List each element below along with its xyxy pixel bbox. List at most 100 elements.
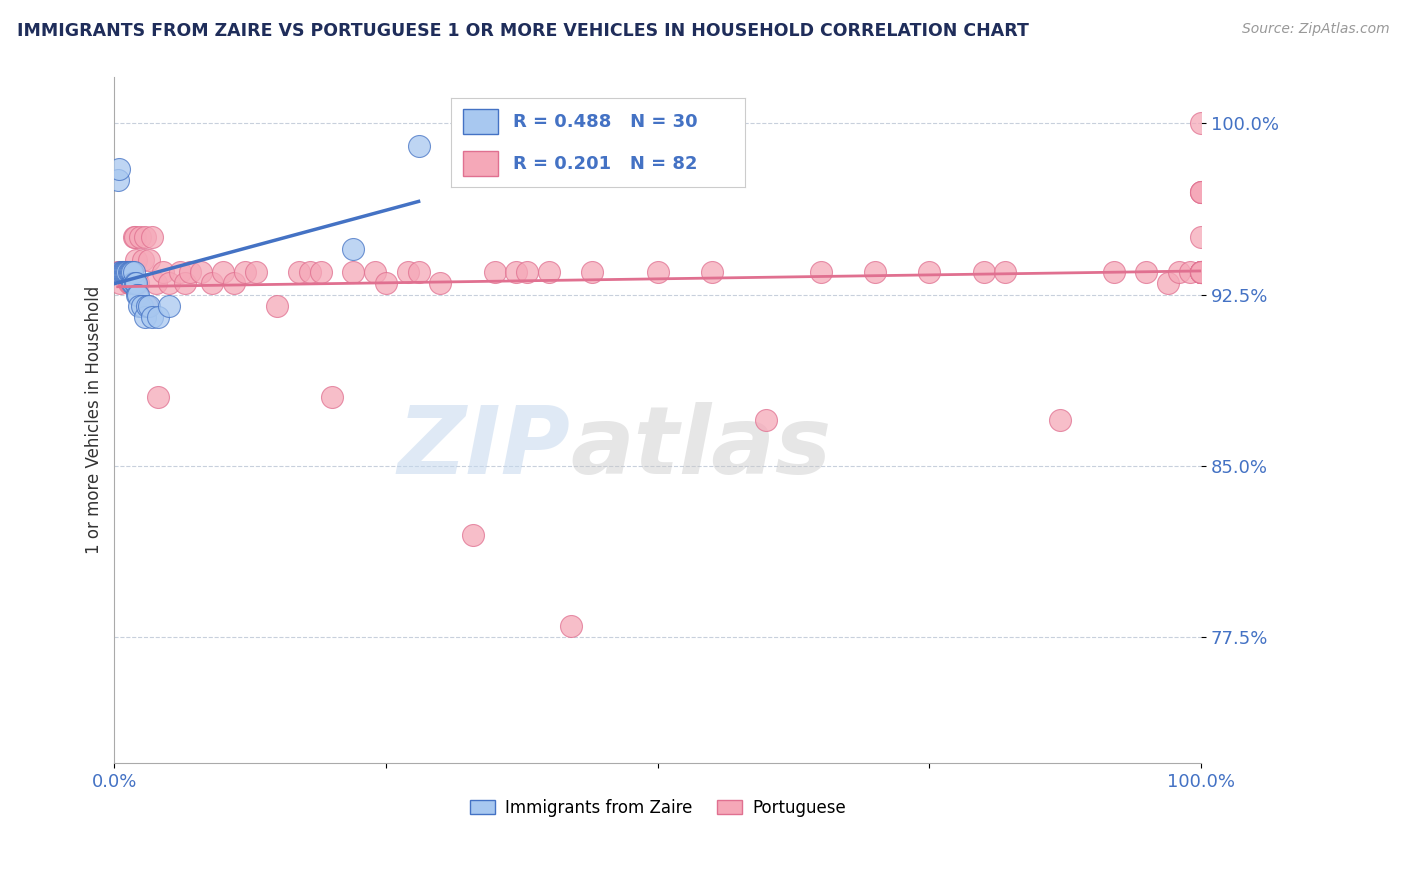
Point (994, 265, 1017, 279)
Point (134, 230, 156, 244)
Point (128, 299, 150, 313)
Point (120, 276, 142, 290)
Point (537, 265, 560, 279)
Point (122, 276, 145, 290)
Point (125, 253, 148, 268)
Point (321, 391, 343, 405)
Point (108, 276, 131, 290)
Point (127, 287, 149, 301)
Text: atlas: atlas (571, 401, 832, 493)
Point (134, 310, 156, 325)
Point (131, 299, 153, 313)
Point (138, 299, 160, 313)
Point (1189, 265, 1212, 279)
Point (342, 242, 364, 256)
Point (115, 265, 138, 279)
Point (1102, 265, 1125, 279)
Text: IMMIGRANTS FROM ZAIRE VS PORTUGUESE 1 OR MORE VEHICLES IN HOUSEHOLD CORRELATION : IMMIGRANTS FROM ZAIRE VS PORTUGUESE 1 OR… (17, 22, 1029, 40)
Point (1157, 276, 1180, 290)
Legend: Immigrants from Zaire, Portuguese: Immigrants from Zaire, Portuguese (463, 792, 852, 823)
Point (117, 276, 139, 290)
Y-axis label: 1 or more Vehicles in Household: 1 or more Vehicles in Household (86, 286, 103, 555)
Point (1189, 265, 1212, 279)
Point (1189, 230, 1212, 244)
Point (118, 276, 141, 290)
Point (581, 265, 603, 279)
Text: Source: ZipAtlas.com: Source: ZipAtlas.com (1241, 22, 1389, 37)
Point (141, 230, 163, 244)
Point (1189, 265, 1212, 279)
Point (117, 265, 139, 279)
Point (1049, 413, 1071, 427)
Point (190, 265, 212, 279)
Point (1189, 185, 1212, 199)
Point (396, 265, 419, 279)
Point (118, 265, 141, 279)
Point (810, 265, 832, 279)
Point (121, 276, 143, 290)
Point (122, 276, 145, 290)
Point (112, 265, 135, 279)
Point (973, 265, 995, 279)
Point (117, 265, 139, 279)
Point (169, 265, 191, 279)
Point (124, 230, 146, 244)
Point (364, 265, 387, 279)
Point (342, 265, 364, 279)
Point (111, 265, 134, 279)
Point (516, 265, 538, 279)
Point (1189, 185, 1212, 199)
Point (1189, 116, 1212, 130)
Point (120, 265, 142, 279)
Point (222, 276, 245, 290)
Point (131, 253, 153, 268)
Point (484, 265, 506, 279)
Point (157, 299, 180, 313)
Point (245, 265, 267, 279)
Point (505, 265, 527, 279)
Point (755, 413, 778, 427)
Point (1189, 265, 1212, 279)
Point (124, 276, 146, 290)
Point (107, 265, 129, 279)
Point (111, 265, 134, 279)
Point (112, 265, 135, 279)
Point (122, 230, 145, 244)
Point (115, 265, 138, 279)
Point (121, 265, 143, 279)
Point (918, 265, 941, 279)
Point (107, 265, 129, 279)
Point (266, 299, 288, 313)
Point (114, 265, 136, 279)
Point (233, 265, 256, 279)
Point (1178, 265, 1201, 279)
Point (127, 276, 149, 290)
Point (1189, 265, 1212, 279)
Point (1189, 185, 1212, 199)
Point (141, 310, 163, 325)
Point (174, 276, 197, 290)
Point (146, 391, 169, 405)
Point (108, 265, 131, 279)
Text: ZIP: ZIP (398, 401, 571, 493)
Point (129, 230, 152, 244)
Point (1168, 265, 1191, 279)
Point (288, 265, 311, 279)
Point (138, 253, 160, 268)
Point (647, 265, 669, 279)
Point (863, 265, 886, 279)
Point (201, 276, 224, 290)
Point (136, 299, 159, 313)
Point (179, 265, 201, 279)
Point (145, 276, 167, 290)
Point (152, 265, 174, 279)
Point (212, 265, 235, 279)
Point (375, 276, 398, 290)
Point (560, 619, 582, 633)
Point (700, 265, 723, 279)
Point (107, 173, 129, 187)
Point (309, 265, 332, 279)
Point (1135, 265, 1157, 279)
Point (429, 276, 451, 290)
Point (125, 276, 148, 290)
